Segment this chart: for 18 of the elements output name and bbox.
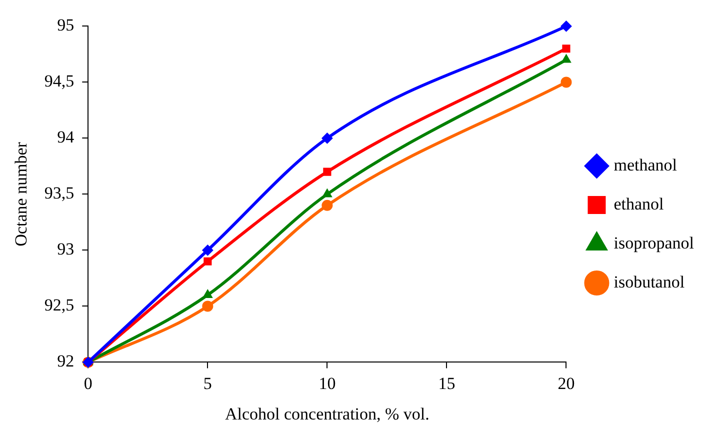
y-tick-label: 94,5: [44, 72, 74, 91]
legend-label: methanol: [614, 155, 678, 174]
y-tick-label: 95: [57, 16, 74, 35]
x-tick-label: 5: [203, 374, 212, 393]
y-tick-label: 93,5: [44, 184, 74, 203]
y-tick-label: 92: [57, 352, 74, 371]
legend-label: isopropanol: [614, 233, 694, 252]
y-tick-label: 94: [57, 128, 75, 147]
x-axis-title: Alcohol concentration, % vol.: [224, 404, 430, 424]
y-axis-title: Octane number: [12, 142, 31, 246]
legend-label: isobutanol: [614, 272, 685, 292]
x-tick-label: 10: [318, 374, 336, 393]
x-tick-label: 20: [558, 374, 575, 393]
y-tick-label: 92,5: [44, 296, 74, 315]
x-tick-label: 0: [84, 374, 92, 393]
legend-label: ethanol: [614, 194, 664, 214]
y-tick-label: 93: [57, 240, 74, 259]
x-tick-label: 15: [438, 374, 456, 393]
